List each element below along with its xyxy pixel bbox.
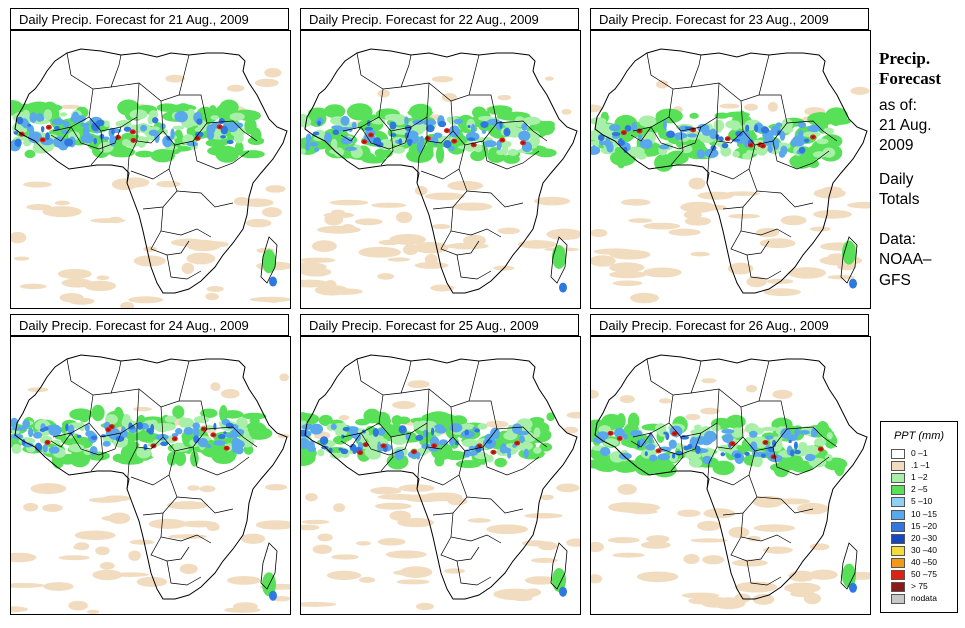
madagascar-outline bbox=[260, 236, 278, 284]
africa-coastline bbox=[14, 48, 288, 294]
legend-swatch bbox=[891, 521, 905, 532]
legend-label: 15 –20 bbox=[911, 520, 937, 531]
legend-swatch bbox=[891, 473, 905, 484]
legend-label: 0 –1 bbox=[911, 448, 928, 458]
legend-swatch bbox=[891, 485, 905, 496]
legend-swatch bbox=[891, 533, 905, 544]
panel-title: Daily Precip. Forecast for 21 Aug., 2009 bbox=[10, 8, 289, 30]
madagascar-outline bbox=[840, 236, 858, 284]
legend-label: 5 –10 bbox=[911, 496, 933, 507]
legend-swatch bbox=[891, 497, 905, 508]
precip-field bbox=[11, 373, 290, 614]
precip-field bbox=[301, 380, 580, 611]
side-title-line2: Forecast bbox=[879, 69, 941, 88]
madagascar-outline bbox=[550, 236, 568, 284]
country-borders bbox=[340, 52, 548, 280]
africa-precip-map bbox=[10, 336, 291, 615]
map-canvas bbox=[11, 354, 290, 614]
country-borders bbox=[630, 358, 838, 586]
map-canvas bbox=[11, 48, 290, 308]
panel-title: Daily Precip. Forecast for 26 Aug., 2009 bbox=[590, 314, 869, 336]
map-canvas bbox=[591, 48, 870, 304]
precip-field bbox=[591, 80, 870, 304]
asof-date-line2: 2009 bbox=[879, 137, 914, 154]
africa-coastline bbox=[304, 48, 578, 294]
daily-label-line1: Daily bbox=[879, 171, 914, 188]
legend-swatch bbox=[891, 449, 905, 459]
panel-title: Daily Precip. Forecast for 25 Aug., 2009 bbox=[300, 314, 579, 336]
legend-label: 10 –15 bbox=[911, 508, 937, 519]
africa-coastline bbox=[594, 354, 868, 600]
africa-coastline bbox=[14, 354, 288, 600]
legend-swatch bbox=[891, 509, 905, 520]
map-canvas bbox=[301, 48, 580, 296]
map-canvas bbox=[301, 354, 580, 611]
legend-label: 20 –30 bbox=[911, 532, 937, 543]
legend-label: 30 –40 bbox=[911, 544, 937, 555]
side-title-line1: Precip. bbox=[879, 49, 931, 68]
legend-title: PPT (mm) bbox=[893, 430, 945, 442]
asof-date-line1: 21 Aug. bbox=[879, 117, 932, 134]
legend-swatch bbox=[891, 594, 905, 605]
panel-title: Daily Precip. Forecast for 22 Aug., 2009 bbox=[300, 8, 579, 30]
legend-label: 2 –5 bbox=[911, 484, 928, 495]
africa-precip-map bbox=[300, 30, 581, 309]
africa-precip-map bbox=[590, 336, 871, 615]
asof-label: as of: bbox=[879, 97, 917, 114]
panel-title: Daily Precip. Forecast for 24 Aug., 2009 bbox=[10, 314, 289, 336]
legend-label: 40 –50 bbox=[911, 556, 937, 567]
panel-title: Daily Precip. Forecast for 23 Aug., 2009 bbox=[590, 8, 869, 30]
country-borders bbox=[50, 358, 258, 586]
legend-label: .1 –1 bbox=[911, 460, 930, 471]
legend-swatch bbox=[891, 545, 905, 556]
madagascar-outline bbox=[550, 542, 568, 590]
legend-label: > 75 bbox=[911, 581, 928, 592]
legend-label: nodata bbox=[911, 593, 937, 604]
madagascar-outline bbox=[840, 542, 858, 590]
africa-precip-map bbox=[300, 336, 581, 615]
madagascar-outline bbox=[260, 542, 278, 590]
precip-legend: PPT (mm) 0 –1 .1 –1 1 –2 2 –5 5 –10 10 –15 15 … bbox=[880, 421, 958, 613]
legend-swatch bbox=[891, 557, 905, 568]
data-source-line2: GFS bbox=[879, 272, 911, 289]
legend-label: 50 –75 bbox=[911, 569, 937, 579]
country-borders bbox=[340, 358, 548, 586]
africa-coastline bbox=[594, 48, 868, 294]
country-borders bbox=[50, 52, 258, 280]
data-source-line1: NOAA– bbox=[879, 251, 932, 268]
legend-label: 1 –2 bbox=[911, 472, 928, 483]
legend-swatch bbox=[891, 582, 905, 593]
map-canvas bbox=[591, 354, 870, 610]
data-label: Data: bbox=[879, 231, 917, 248]
country-borders bbox=[630, 52, 838, 280]
africa-coastline bbox=[304, 354, 578, 600]
legend-swatch bbox=[891, 461, 905, 472]
africa-precip-map bbox=[590, 30, 871, 309]
africa-precip-map bbox=[10, 30, 291, 309]
precip-field bbox=[11, 68, 290, 308]
daily-label-line2: Totals bbox=[879, 191, 920, 208]
precip-field bbox=[591, 378, 870, 610]
legend-swatch bbox=[891, 570, 905, 580]
